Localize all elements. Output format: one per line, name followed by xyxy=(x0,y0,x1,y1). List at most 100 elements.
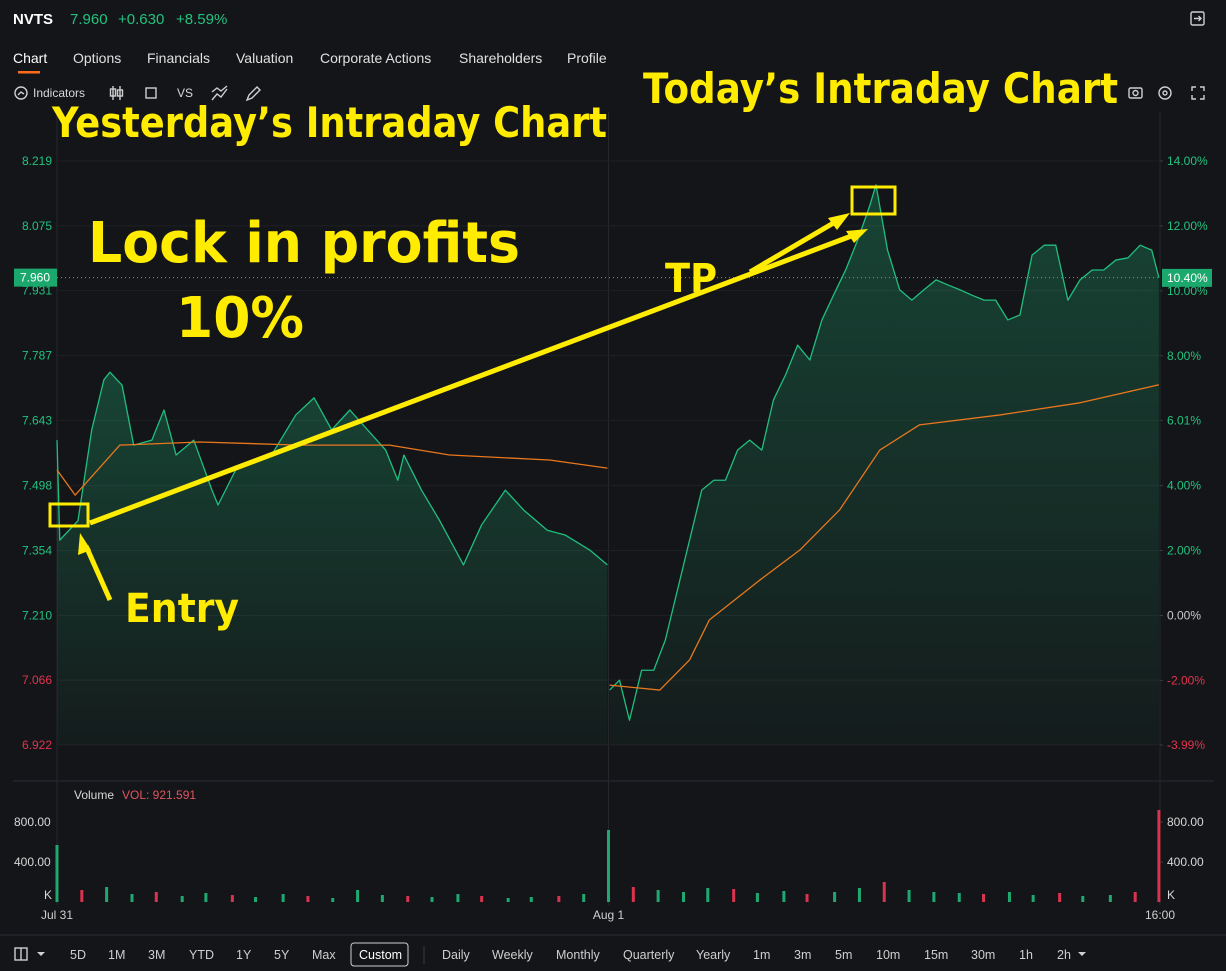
volume-bar xyxy=(882,882,886,902)
volume-bar xyxy=(480,896,484,902)
vs-button[interactable]: VS xyxy=(177,86,193,100)
volume-unit: K xyxy=(44,888,52,902)
range-button[interactable]: 1M xyxy=(108,948,125,962)
arrow-head xyxy=(846,229,868,243)
volume-bar xyxy=(130,894,134,902)
range-button[interactable]: Max xyxy=(312,948,336,962)
arrow-head xyxy=(828,213,850,230)
volume-bar xyxy=(1058,893,1062,902)
volume-bar xyxy=(430,897,434,902)
volume-bar xyxy=(1081,896,1085,902)
volume-bar xyxy=(656,890,660,902)
volume-bar xyxy=(557,896,561,902)
change: +0.630 xyxy=(118,11,164,28)
volume-bar xyxy=(732,889,736,902)
volume-bar xyxy=(1007,892,1011,902)
tab[interactable]: Valuation xyxy=(236,50,293,66)
layout-icon[interactable] xyxy=(14,947,45,961)
volume-bar xyxy=(682,892,686,902)
interval-button[interactable]: Weekly xyxy=(492,948,534,962)
compare-icon[interactable] xyxy=(211,85,228,101)
volume-bar xyxy=(782,891,786,902)
y-tick-label: 7.066 xyxy=(22,673,52,687)
entry-arrow xyxy=(83,544,113,602)
volume-bar xyxy=(406,896,410,902)
last-pct-label: 10.40% xyxy=(1167,271,1208,285)
tab[interactable]: Options xyxy=(73,50,121,66)
range-selected xyxy=(350,942,409,967)
volume-bar xyxy=(932,892,936,902)
price-line xyxy=(56,184,1160,721)
dropdown-icon[interactable] xyxy=(1078,952,1086,956)
symbol: NVTS xyxy=(13,11,53,28)
range-button[interactable]: Custom xyxy=(359,948,402,962)
volume-bar xyxy=(982,894,986,902)
annotation-today: Today’s Intraday Chart xyxy=(643,64,1118,113)
indicators-button[interactable]: Indicators xyxy=(14,86,85,100)
interval-button[interactable]: Daily xyxy=(442,948,471,962)
interval-button[interactable]: 1h xyxy=(1019,948,1033,962)
range-button[interactable]: 1Y xyxy=(236,948,252,962)
volume-tick-label: 800.00 xyxy=(14,815,51,829)
interval-button[interactable]: 5m xyxy=(835,948,852,962)
settings-icon[interactable] xyxy=(1158,86,1172,100)
arrow-head xyxy=(78,533,91,555)
interval-button[interactable]: 15m xyxy=(924,948,948,962)
interval-button[interactable]: 30m xyxy=(971,948,995,962)
volume-bar xyxy=(957,893,961,902)
volume-bar xyxy=(356,890,360,902)
change-pct: +8.59% xyxy=(176,11,227,28)
volume-tick-label: 400.00 xyxy=(1167,855,1204,869)
draw-icon[interactable] xyxy=(245,86,261,102)
x-tick-label: Aug 1 xyxy=(593,908,625,922)
last-price-tag xyxy=(14,268,57,287)
range-button[interactable]: 5D xyxy=(70,948,86,962)
fullscreen-icon[interactable] xyxy=(1191,86,1205,100)
interval-button[interactable]: Monthly xyxy=(556,948,601,962)
range-button[interactable]: 5Y xyxy=(274,948,290,962)
trade-line xyxy=(89,229,863,526)
volume-bar xyxy=(631,887,635,902)
volume-bar xyxy=(80,890,84,902)
tab[interactable]: Corporate Actions xyxy=(320,50,431,66)
interval-button[interactable]: 2h xyxy=(1057,948,1071,962)
candle-icon[interactable] xyxy=(109,86,124,100)
tab[interactable]: Financials xyxy=(147,50,210,66)
plot: Jul 31 Aug 1 16:00 8.219 8.075 7.931 7.787 7.64… xyxy=(14,112,1212,922)
y2-tick-label: 6.01% xyxy=(1167,413,1201,427)
y-tick-label: 8.219 xyxy=(22,154,52,168)
y-tick-label: 7.498 xyxy=(22,479,52,493)
tab[interactable]: Chart xyxy=(13,50,47,66)
interval-button[interactable]: 3m xyxy=(794,948,811,962)
annotation-lock: Lock in profits xyxy=(88,211,520,276)
tab[interactable]: Shareholders xyxy=(459,50,542,66)
range-button[interactable]: 3M xyxy=(148,948,165,962)
volume-bar xyxy=(805,894,809,902)
volume-tick-label: 800.00 xyxy=(1167,815,1204,829)
volume-bar xyxy=(154,892,158,902)
y2-tick-label: -2.00% xyxy=(1167,673,1205,687)
tab[interactable]: Profile xyxy=(567,50,607,66)
volume-tick-label: 400.00 xyxy=(14,855,51,869)
annotation-yesterday: Yesterday’s Intraday Chart xyxy=(51,98,607,147)
y2-tick-label: 4.00% xyxy=(1167,479,1201,493)
interval-button[interactable]: Yearly xyxy=(696,948,731,962)
volume-bar xyxy=(582,894,586,902)
volume-bar xyxy=(833,892,837,902)
volume-bar xyxy=(706,888,710,902)
camera-icon[interactable] xyxy=(1128,87,1143,99)
interval-button[interactable]: 10m xyxy=(876,948,900,962)
volume-bar xyxy=(456,894,460,902)
y2-tick-label: -3.99% xyxy=(1167,738,1205,752)
exit-icon[interactable] xyxy=(1190,11,1205,26)
range-button[interactable]: YTD xyxy=(189,948,214,962)
interval-button[interactable]: Quarterly xyxy=(623,948,675,962)
volume-bar xyxy=(254,897,258,902)
volume-bar xyxy=(180,896,184,902)
price-area xyxy=(609,184,1159,745)
indicators-label[interactable]: Indicators xyxy=(33,86,85,100)
shape-icon[interactable] xyxy=(145,87,157,99)
interval-button[interactable]: 1m xyxy=(753,948,770,962)
price-area xyxy=(57,372,608,745)
